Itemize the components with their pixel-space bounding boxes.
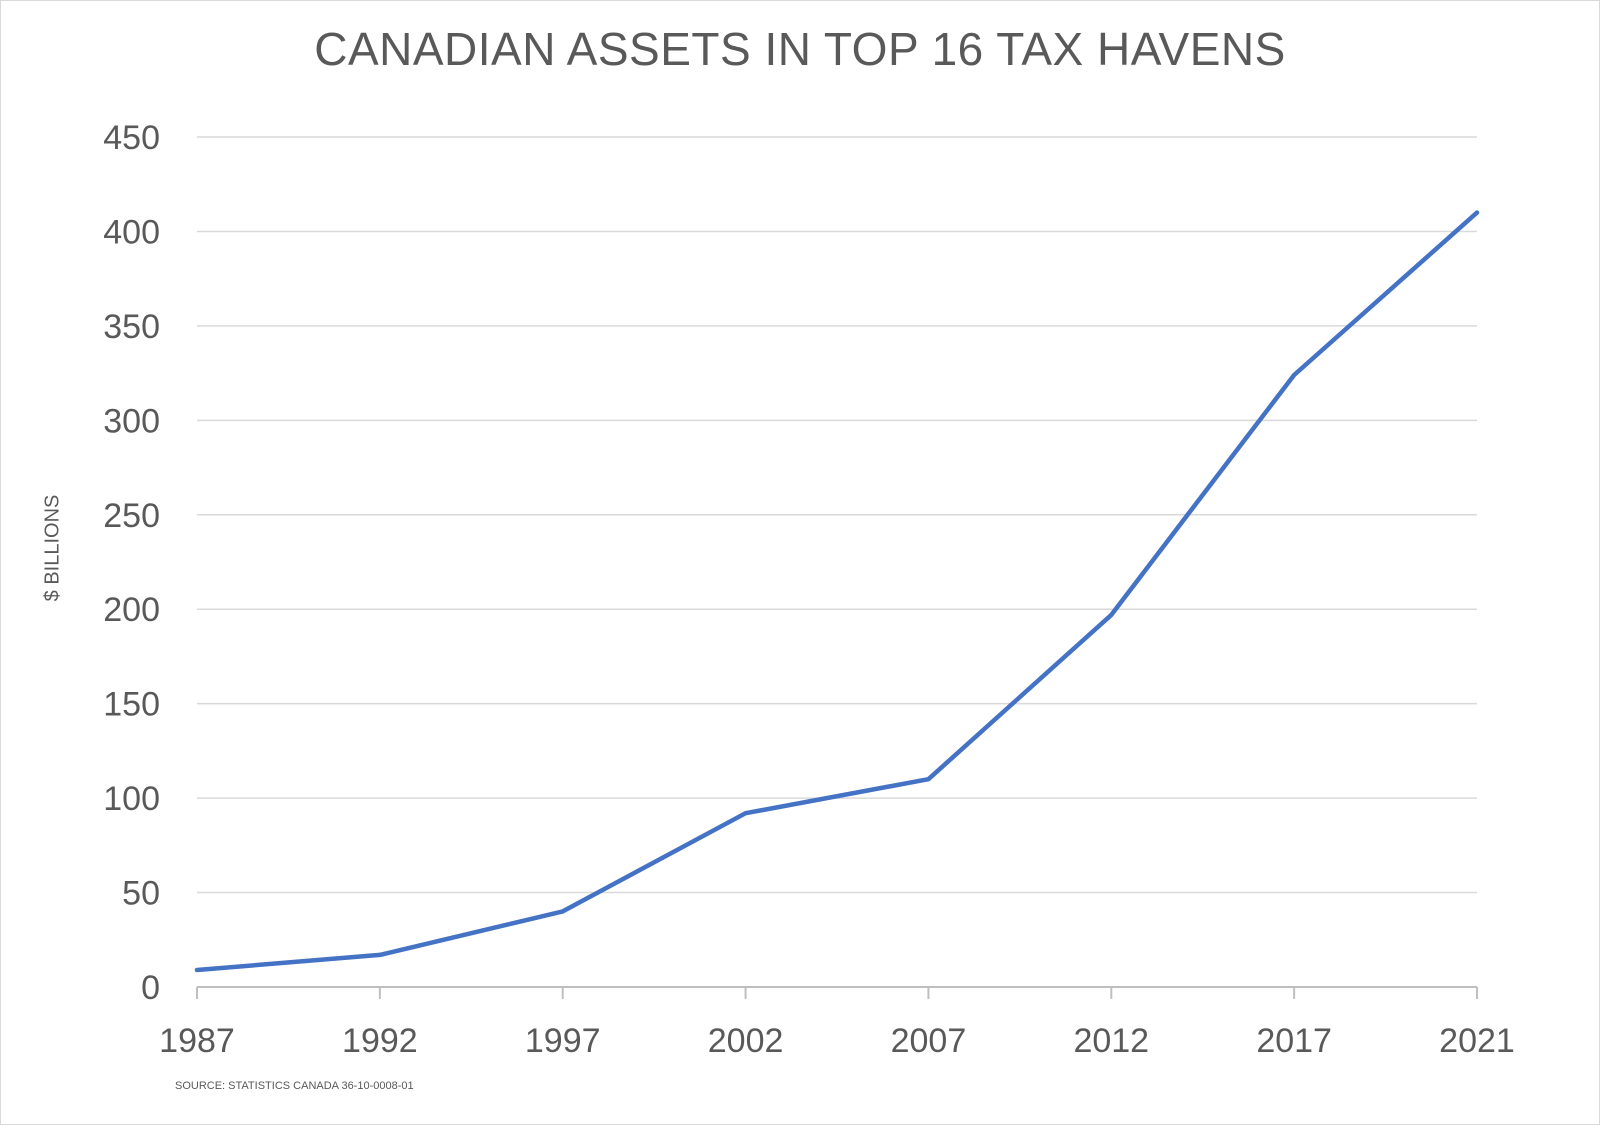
x-tick-label-2017: 2017 [1256,1022,1332,1060]
data-point-2007 [926,777,931,782]
y-tick-label-150: 150 [103,686,160,724]
y-tick-label-450: 450 [103,119,160,157]
x-tick-label-2007: 2007 [891,1022,967,1060]
x-tick-label-1992: 1992 [342,1022,418,1060]
y-tick-label-300: 300 [103,402,160,440]
data-point-2017 [1292,373,1297,377]
x-axis [196,986,1478,999]
gridlines [197,136,1477,894]
data-point-1992 [377,952,382,957]
y-tick-label-50: 50 [122,875,160,913]
source-note: SOURCE: STATISTICS CANADA 36-10-0008-01 [175,1080,414,1092]
series-line-0 [194,210,1480,973]
series-layer [194,210,1480,973]
data-point-2012 [1109,612,1114,617]
y-tick-labels: 0 50 100 150 200 250 300 350 400 450 [103,119,160,1007]
x-tick-labels: 1987 1992 1997 2002 2007 2012 2017 2021 [159,1022,1515,1060]
y-tick-label-200: 200 [103,591,160,629]
data-point-2021 [1475,210,1479,215]
data-point-2002 [743,811,748,816]
y-tick-label-0: 0 [141,969,160,1007]
y-tick-label-350: 350 [103,308,160,346]
data-point-1997 [560,909,565,914]
x-tick-label-2002: 2002 [708,1022,784,1060]
data-point-1987 [195,968,199,972]
x-tick-label-2012: 2012 [1073,1022,1149,1060]
y-tick-label-100: 100 [103,780,160,818]
y-tick-label-400: 400 [103,213,160,251]
x-tick-label-1997: 1997 [525,1022,601,1060]
x-tick-label-2021: 2021 [1439,1022,1515,1060]
chart-title: CANADIAN ASSETS IN TOP 16 TAX HAVENS [314,23,1286,75]
y-tick-label-250: 250 [103,497,160,535]
x-tick-label-1987: 1987 [159,1022,235,1060]
